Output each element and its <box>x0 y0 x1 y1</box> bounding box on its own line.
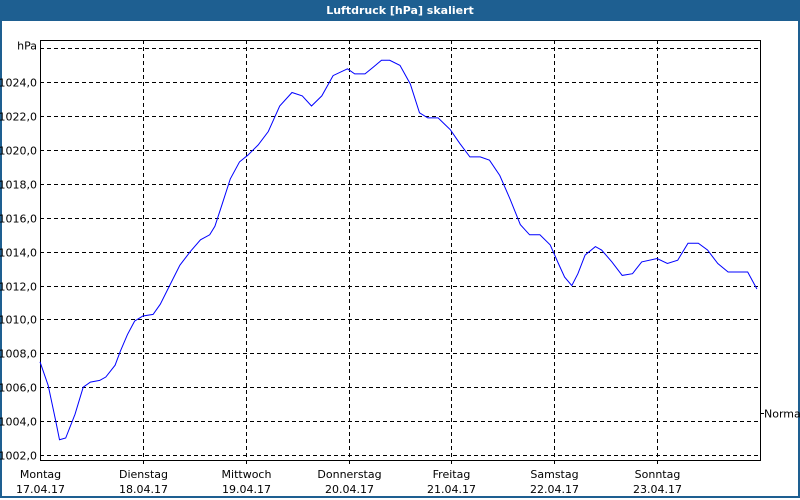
y-tick-label: 1016,0 <box>0 213 37 226</box>
y-tick-label: 1022,0 <box>0 111 37 124</box>
y-tick-label: 1010,0 <box>0 314 37 327</box>
y-tick-label: 1020,0 <box>0 145 37 158</box>
x-tick-day: Sonntag <box>635 468 681 481</box>
normal-label: Normal <box>764 408 800 421</box>
x-tick-day: Donnerstag <box>317 468 381 481</box>
y-tick-label: 1006,0 <box>0 382 37 395</box>
x-tick-date: 23.04.17 <box>633 483 682 496</box>
pressure-line <box>39 59 758 441</box>
x-tick-date: 17.04.17 <box>16 483 65 496</box>
y-tick-label: 1024,0 <box>0 77 37 90</box>
x-tick-day: Freitag <box>433 468 471 481</box>
x-tick-date: 22.04.17 <box>530 483 579 496</box>
y-tick-label: 1012,0 <box>0 281 37 294</box>
x-tick-day: Dienstag <box>119 468 168 481</box>
x-tick-date: 21.04.17 <box>427 483 476 496</box>
y-tick-label: 1008,0 <box>0 348 37 361</box>
y-tick-label: 1004,0 <box>0 416 37 429</box>
x-tick-date: 18.04.17 <box>119 483 168 496</box>
plot-frame <box>40 40 761 461</box>
x-tick-day: Samstag <box>530 468 578 481</box>
y-tick-label: 1002,0 <box>0 450 37 463</box>
x-tick-day: Mittwoch <box>222 468 272 481</box>
x-tick-day: Montag <box>20 468 61 481</box>
x-tick-date: 20.04.17 <box>325 483 374 496</box>
x-tick-date: 19.04.17 <box>222 483 271 496</box>
window-title: Luftdruck [hPa] skaliert <box>0 0 800 21</box>
y-tick-label: 1014,0 <box>0 247 37 260</box>
y-axis-unit-label: hPa <box>17 40 37 53</box>
y-tick-label: 1018,0 <box>0 179 37 192</box>
